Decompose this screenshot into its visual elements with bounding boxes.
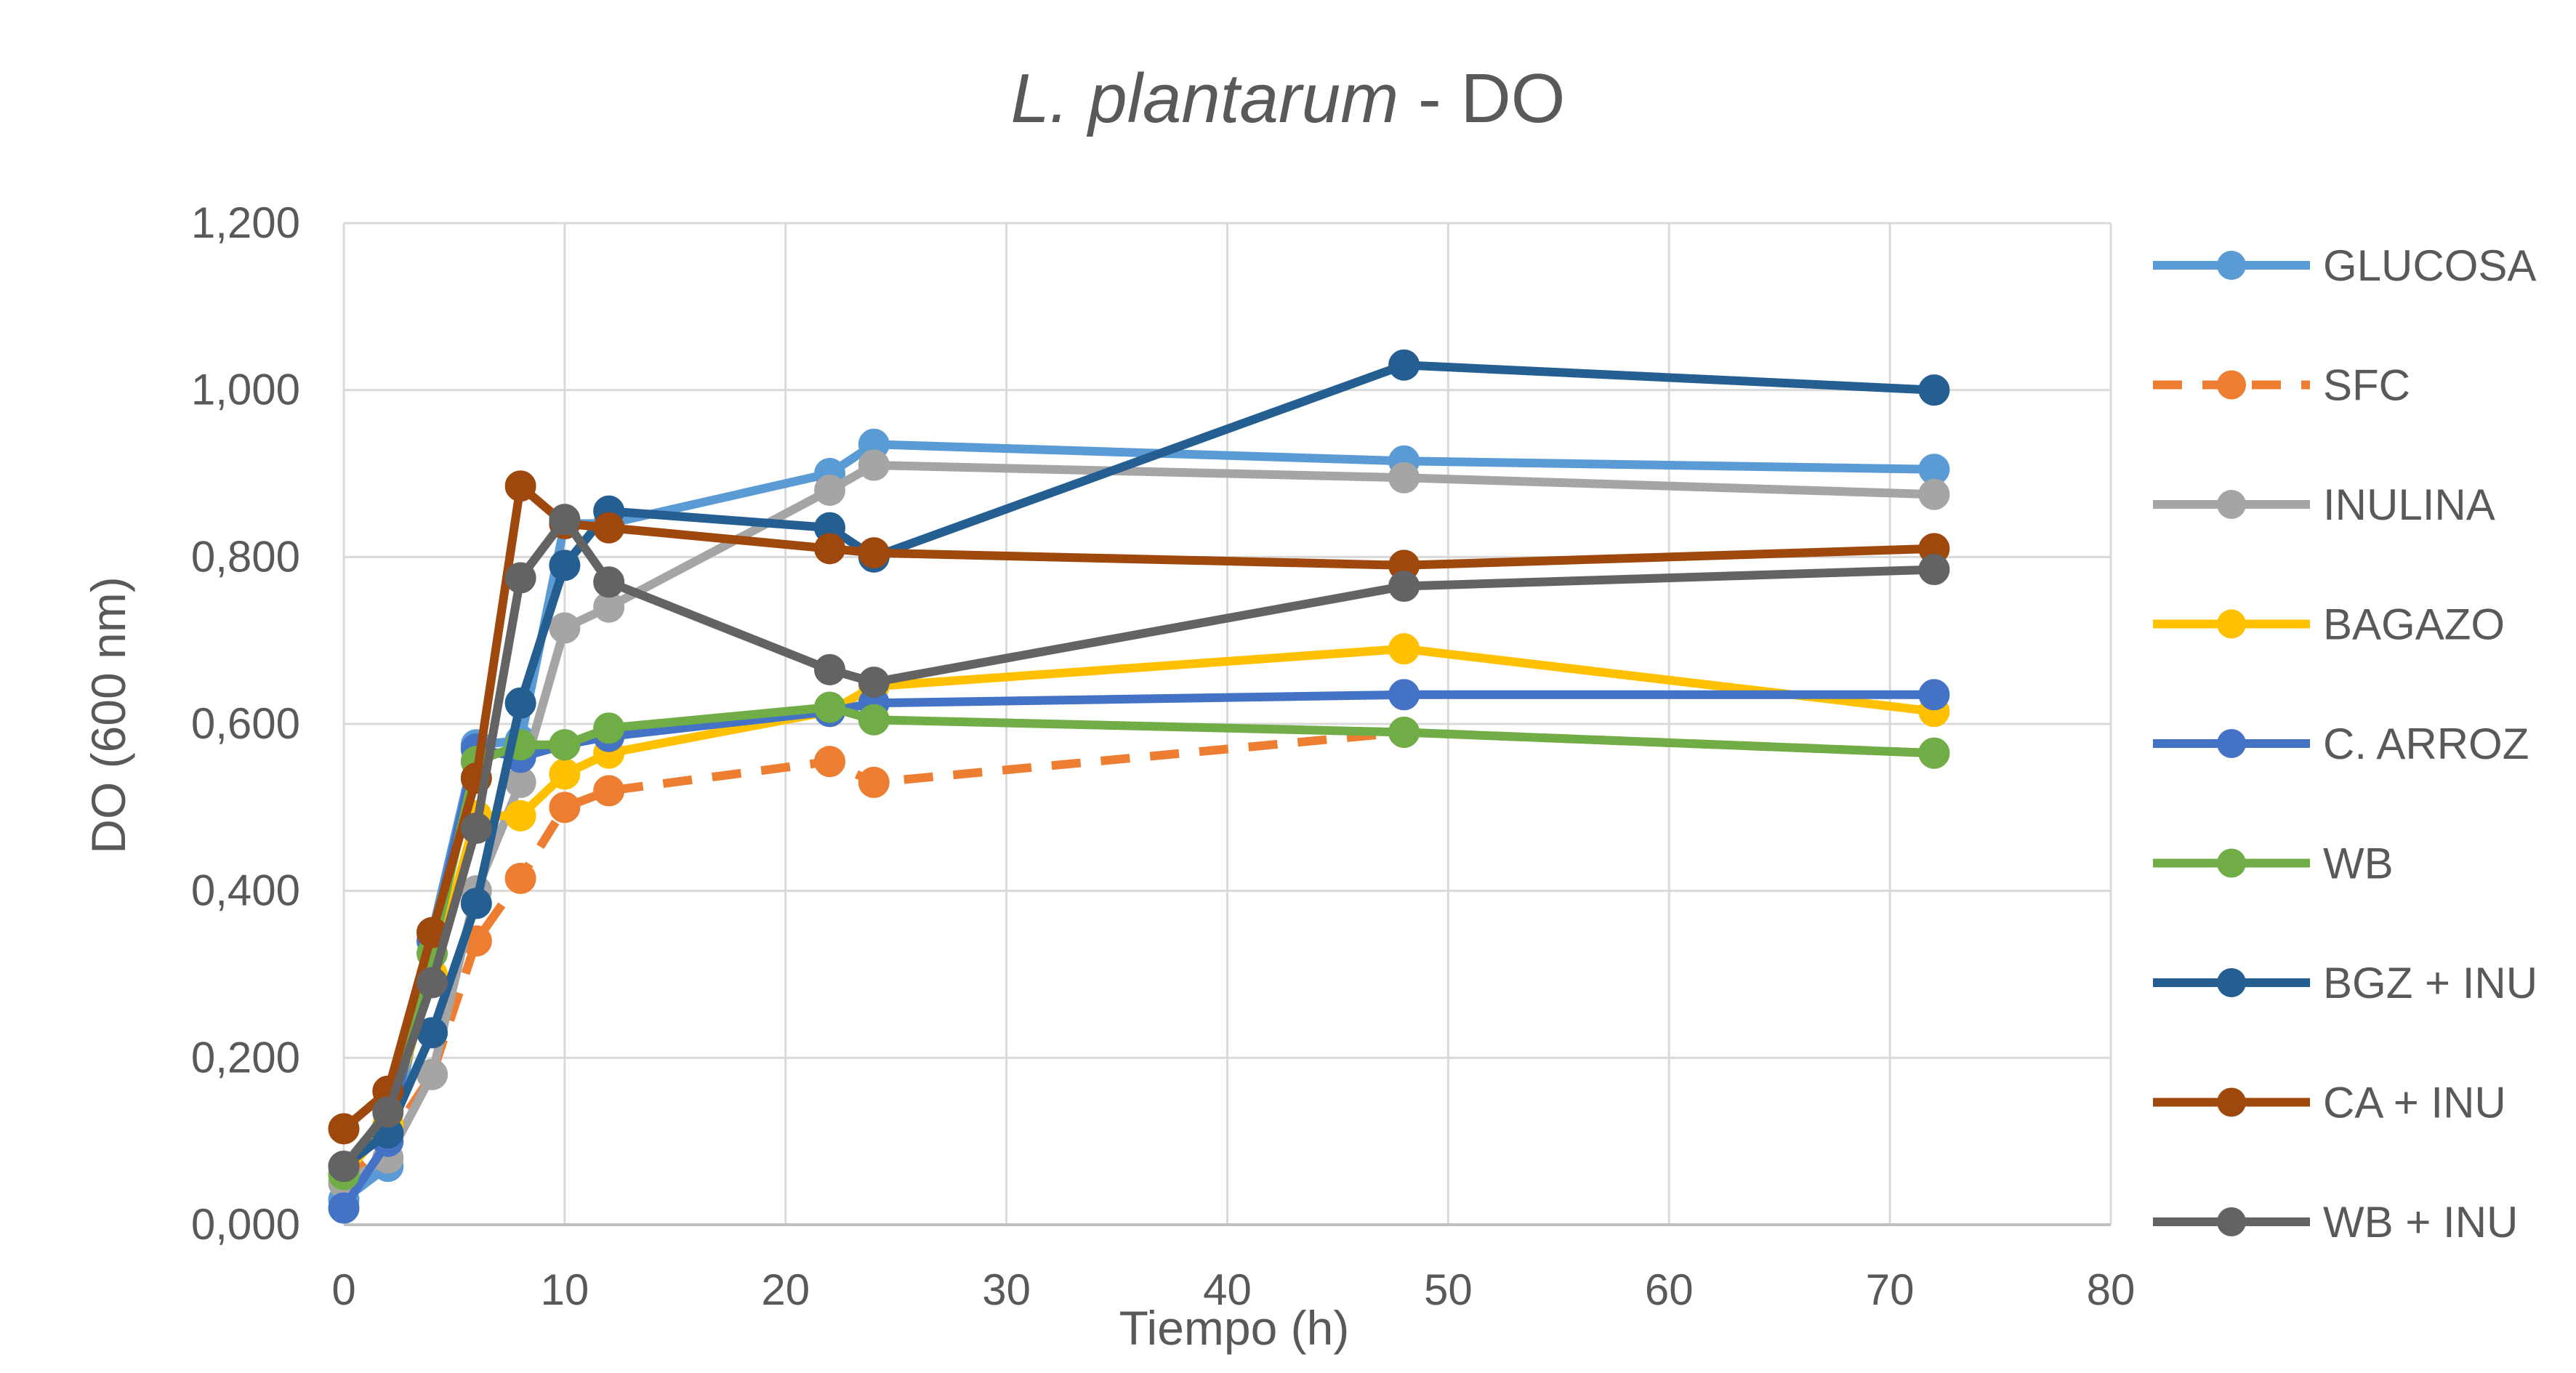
data-point — [1388, 633, 1420, 665]
legend-label: BGZ + INU — [2323, 959, 2537, 1007]
data-point — [504, 862, 536, 894]
legend-item: BGZ + INU — [2153, 959, 2537, 1007]
data-point — [460, 887, 492, 919]
data-point — [504, 687, 536, 719]
x-tick-label: 0 — [331, 1265, 355, 1314]
legend-label: GLUCOSA — [2323, 241, 2536, 290]
chart-title: L. plantarum - DO — [1011, 60, 1566, 137]
legend-marker — [2217, 848, 2246, 878]
legend-item: INULINA — [2153, 480, 2495, 529]
data-point — [328, 1151, 360, 1183]
data-point — [372, 1096, 404, 1128]
legend-marker — [2217, 609, 2246, 639]
data-point — [1388, 571, 1420, 603]
x-tick-label: 40 — [1203, 1265, 1252, 1314]
data-point — [814, 746, 846, 778]
legend-marker — [2217, 490, 2246, 519]
data-point — [549, 729, 581, 761]
data-point — [1388, 349, 1420, 381]
data-point — [593, 775, 625, 807]
data-point — [549, 549, 581, 581]
data-point — [549, 792, 581, 824]
axis-layer: 0 10 20 30 40 50 60 70 80 0,000 0,200 0,400 0,600 0,8… — [191, 198, 2136, 1314]
legend-label: INULINA — [2323, 480, 2495, 529]
data-point — [416, 967, 448, 999]
y-tick-label: 0,200 — [191, 1033, 300, 1082]
data-point — [1918, 679, 1950, 711]
legend-label: WB + INU — [2323, 1198, 2518, 1247]
legend-item: BAGAZO — [2153, 600, 2505, 649]
data-point — [549, 612, 581, 644]
legend-item: C. ARROZ — [2153, 720, 2529, 768]
legend: GLUCOSA SFC INULINA BAGAZO C. ARROZ WB BGZ + I… — [2153, 241, 2537, 1247]
data-point — [858, 449, 890, 481]
data-point — [858, 766, 890, 798]
x-tick-label: 30 — [982, 1265, 1031, 1314]
data-point — [1388, 462, 1420, 494]
data-point — [814, 691, 846, 723]
legend-item: WB — [2153, 839, 2394, 888]
data-point — [593, 566, 625, 598]
x-tick-label: 20 — [761, 1265, 810, 1314]
data-point — [328, 1192, 360, 1224]
data-point — [328, 1113, 360, 1145]
x-tick-label: 70 — [1866, 1265, 1915, 1314]
legend-label: SFC — [2323, 361, 2410, 410]
y-axis-title: DO (600 nm) — [81, 576, 135, 853]
series-layer — [328, 349, 1950, 1224]
legend-marker — [2217, 1087, 2246, 1117]
legend-label: BAGAZO — [2323, 600, 2505, 649]
data-point — [504, 562, 536, 594]
data-point — [460, 813, 492, 845]
data-point — [549, 758, 581, 790]
series-wb-inu — [328, 504, 1950, 1183]
data-point — [593, 512, 625, 544]
y-tick-label: 0,800 — [191, 532, 300, 581]
y-tick-label: 0,600 — [191, 699, 300, 748]
data-point — [1918, 737, 1950, 769]
data-point — [504, 800, 536, 832]
y-tick-label: 1,000 — [191, 366, 300, 414]
data-point — [504, 470, 536, 502]
x-tick-label: 10 — [541, 1265, 589, 1314]
legend-item: SFC — [2153, 361, 2410, 410]
legend-label: CA + INU — [2323, 1079, 2506, 1127]
legend-label: C. ARROZ — [2323, 720, 2529, 768]
legend-label: WB — [2323, 839, 2394, 888]
legend-marker — [2217, 370, 2246, 400]
data-point — [814, 533, 846, 565]
data-point — [814, 653, 846, 685]
data-point — [1918, 478, 1950, 510]
legend-item: CA + INU — [2153, 1079, 2506, 1127]
legend-marker — [2217, 251, 2246, 280]
y-tick-label: 0,000 — [191, 1200, 300, 1249]
chart-title-italic: L. plantarum — [1011, 60, 1399, 137]
legend-marker — [2217, 1207, 2246, 1236]
data-point — [1388, 716, 1420, 748]
data-point — [593, 712, 625, 744]
legend-marker — [2217, 729, 2246, 758]
data-point — [858, 537, 890, 569]
data-point — [1388, 679, 1420, 711]
y-tick-label: 1,200 — [191, 198, 300, 247]
x-tick-label: 50 — [1424, 1265, 1473, 1314]
x-tick-label: 80 — [2087, 1265, 2136, 1314]
data-point — [858, 704, 890, 736]
y-tick-label: 0,400 — [191, 866, 300, 915]
data-point — [858, 667, 890, 698]
legend-item: GLUCOSA — [2153, 241, 2536, 290]
data-point — [814, 474, 846, 506]
data-point — [1918, 554, 1950, 586]
x-axis-title: Tiempo (h) — [1119, 1301, 1350, 1355]
data-point — [549, 504, 581, 536]
legend-marker — [2217, 968, 2246, 997]
data-point — [1918, 374, 1950, 406]
legend-item: WB + INU — [2153, 1198, 2518, 1247]
chart-title-rest: - DO — [1398, 60, 1565, 137]
x-tick-label: 60 — [1645, 1265, 1694, 1314]
